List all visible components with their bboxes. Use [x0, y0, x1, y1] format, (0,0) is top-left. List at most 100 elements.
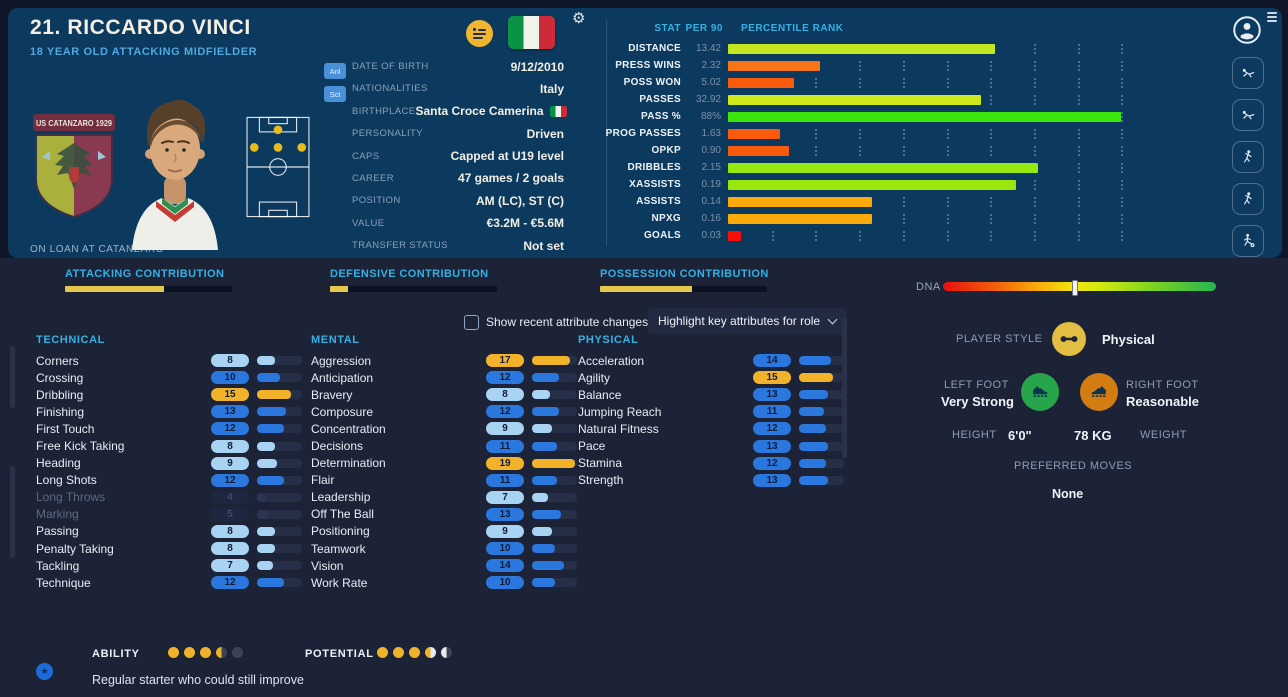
stat-name: POSS WON — [623, 77, 681, 88]
attribute-row[interactable]: Determination 19 — [303, 455, 577, 472]
weight-value: 78 KG — [1074, 428, 1112, 443]
gridline — [1121, 179, 1124, 190]
gridline — [1077, 230, 1080, 241]
gridline — [1077, 128, 1080, 139]
attribute-row[interactable]: Passing 8 — [28, 523, 302, 540]
attribute-name: Aggression — [311, 353, 372, 368]
attribute-bar — [532, 475, 577, 485]
gridline — [859, 77, 862, 88]
attribute-row[interactable]: Work Rate 10 — [303, 574, 577, 591]
profile-circle-icon[interactable] — [1229, 12, 1265, 48]
attribute-row[interactable]: Pace 13 — [570, 437, 844, 454]
attribute-row[interactable]: Decisions 11 — [303, 437, 577, 454]
scrollbar-handle[interactable] — [842, 318, 847, 458]
player-header-panel: 21. RICCARDO VINCI 18 YEAR OLD ATTACKING… — [8, 8, 1282, 258]
dna-gradient-bar — [943, 279, 1216, 296]
attribute-row[interactable]: Acceleration 14 — [570, 352, 844, 369]
rating-dot — [184, 647, 195, 658]
gridline — [990, 128, 993, 139]
gridline — [1033, 179, 1036, 190]
attribute-value-pill: 14 — [753, 354, 791, 368]
stat-per90-value: 0.90 — [701, 145, 721, 156]
attribute-row[interactable]: Corners 8 — [28, 352, 302, 369]
notes-list-button[interactable] — [466, 20, 493, 47]
attribute-row[interactable]: Concentration 9 — [303, 420, 577, 437]
attribute-value-pill: 12 — [211, 576, 249, 590]
attribute-row[interactable]: Leadership 7 — [303, 489, 577, 506]
attribute-row[interactable]: Teamwork 10 — [303, 540, 577, 557]
attribute-name: Tackling — [36, 558, 80, 573]
info-value: Santa Croce Camerina — [415, 104, 567, 118]
percentile-col-header: PERCENTILE RANK — [741, 22, 844, 34]
kicking-icon[interactable] — [1232, 225, 1264, 257]
attribute-name: Positioning — [311, 524, 370, 539]
attribute-row[interactable]: Long Shots 12 — [28, 472, 302, 489]
stat-per90-value: 0.16 — [701, 213, 721, 224]
scrollbar-handle[interactable] — [10, 346, 15, 408]
attribute-row[interactable]: Technique 12 — [28, 574, 302, 591]
attribute-value-pill: 10 — [486, 576, 524, 590]
stat-bar-fill — [728, 179, 1017, 190]
attribute-row[interactable]: Off The Ball 13 — [303, 506, 577, 523]
attribute-value-pill: 9 — [486, 422, 524, 436]
menu-list-icon[interactable] — [1266, 10, 1278, 24]
gridline — [1033, 94, 1036, 105]
attribute-row[interactable]: Stamina 12 — [570, 455, 844, 472]
attribute-bar — [799, 390, 844, 400]
info-label: TRANSFER STATUS — [352, 240, 448, 251]
attribute-row[interactable]: Flair 11 — [303, 472, 577, 489]
attribute-row[interactable]: Heading 9 — [28, 455, 302, 472]
running-icon[interactable] — [1232, 183, 1264, 215]
highlight-role-dropdown[interactable]: Highlight key attributes for role — [648, 308, 846, 334]
attribute-row[interactable]: Aggression 17 — [303, 352, 577, 369]
gridline — [1033, 128, 1036, 139]
favourite-star-button[interactable]: ★ — [36, 663, 53, 680]
attribute-bar — [257, 356, 302, 366]
stat-row: DRIBBLES 2.15 — [603, 159, 1165, 176]
attribute-name: Off The Ball — [311, 507, 374, 522]
attribute-value-pill: 11 — [486, 439, 524, 453]
stat-bar-fill — [728, 43, 995, 54]
gear-icon[interactable]: ⚙ — [572, 10, 586, 27]
running-icon[interactable] — [1232, 141, 1264, 173]
attribute-row[interactable]: Dribbling 15 — [28, 386, 302, 403]
attribute-row[interactable]: Penalty Taking 8 — [28, 540, 302, 557]
gridline — [1077, 60, 1080, 71]
attribute-row[interactable]: Anticipation 12 — [303, 369, 577, 386]
attribute-row[interactable]: Crossing 10 — [28, 369, 302, 386]
info-label: VALUE — [352, 217, 385, 229]
analysis-button[interactable]: Anl — [324, 63, 346, 79]
tackle-icon[interactable] — [1232, 57, 1264, 89]
attribute-row[interactable]: Composure 12 — [303, 403, 577, 420]
scrollbar-handle[interactable] — [10, 466, 15, 558]
attribute-row[interactable]: Natural Fitness 12 — [570, 420, 844, 437]
gridline — [1033, 196, 1036, 207]
scout-button[interactable]: Sct — [324, 86, 346, 102]
attribute-row[interactable]: Strength 13 — [570, 472, 844, 489]
attribute-name: Concentration — [311, 421, 386, 436]
stat-per90-value: 88% — [700, 111, 721, 122]
attribute-row[interactable]: Jumping Reach 11 — [570, 403, 844, 420]
attribute-row[interactable]: Balance 13 — [570, 386, 844, 403]
attribute-row[interactable]: Finishing 13 — [28, 403, 302, 420]
attribute-row[interactable]: Free Kick Taking 8 — [28, 437, 302, 454]
ability-description: Regular starter who could still improve — [92, 673, 304, 687]
attribute-row[interactable]: Tackling 7 — [28, 557, 302, 574]
attribute-row[interactable]: Long Throws 4 — [28, 489, 302, 506]
attribute-row[interactable]: Positioning 9 — [303, 523, 577, 540]
player-style-label: PLAYER STYLE — [956, 333, 1043, 345]
attribute-row[interactable]: Bravery 8 — [303, 386, 577, 403]
attribute-row[interactable]: First Touch 12 — [28, 420, 302, 437]
attribute-row[interactable]: Marking 5 — [28, 506, 302, 523]
dumbbell-icon — [1052, 322, 1086, 356]
attribute-row[interactable]: Vision 14 — [303, 557, 577, 574]
weight-label: WEIGHT — [1140, 429, 1187, 441]
stat-percentile-bar — [728, 128, 1165, 139]
info-value: Italy — [539, 81, 564, 96]
attribute-row[interactable]: Agility 15 — [570, 369, 844, 386]
stat-row: NPXG 0.16 — [603, 210, 1165, 227]
tackle-icon[interactable] — [1232, 99, 1264, 131]
recent-changes-checkbox[interactable] — [464, 315, 479, 330]
attribute-bar-fill — [257, 492, 266, 502]
